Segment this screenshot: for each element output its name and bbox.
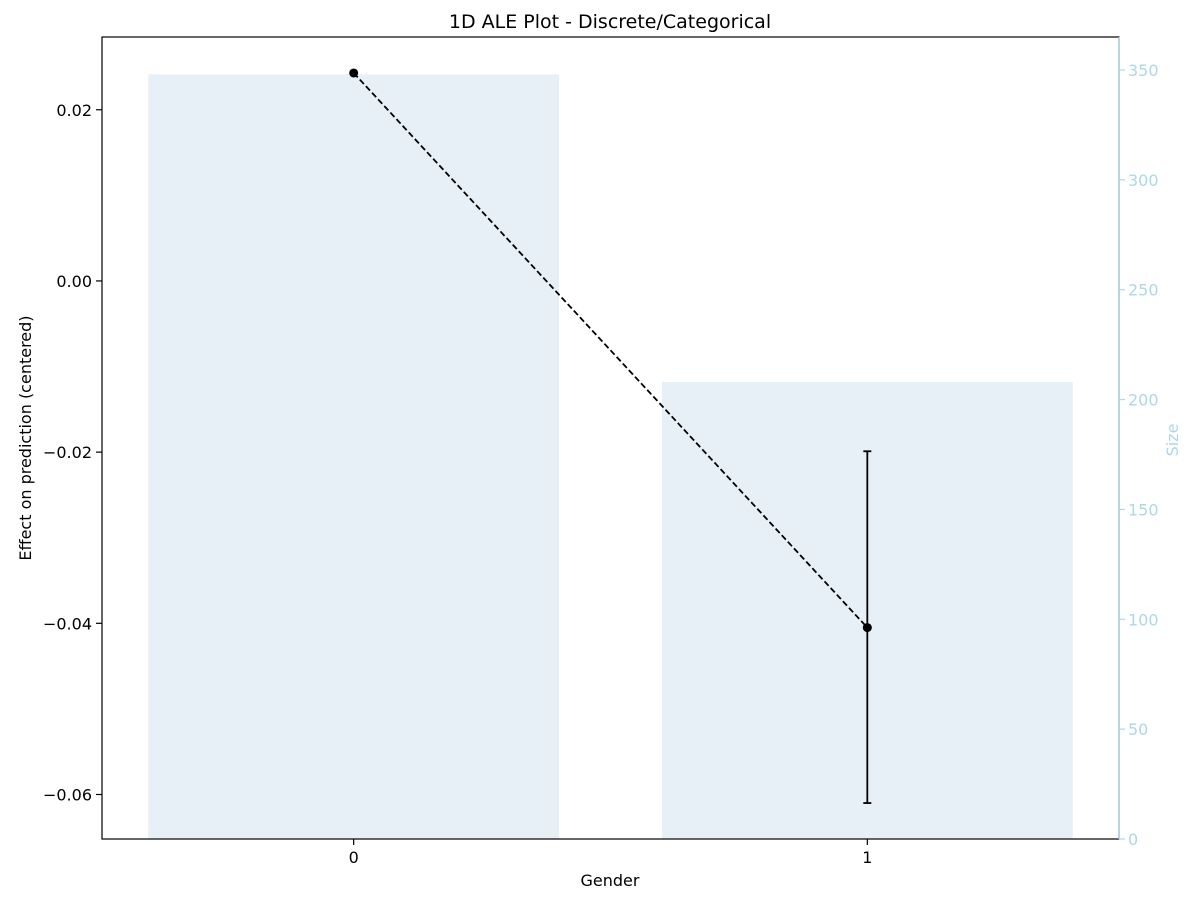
ale-point-0 [349,68,359,78]
right-tick-label: 300 [1128,171,1159,190]
x-tick-label: 1 [862,848,872,867]
left-tick-label: −0.06 [43,785,92,804]
y-axis-label: Effect on prediction (centered) [16,315,35,560]
left-tick-label: −0.04 [43,614,92,633]
right-tick-label: 0 [1128,830,1138,849]
ale-point-1 [862,623,872,633]
right-tick-label: 100 [1128,610,1159,629]
left-y-axis: 0.02 0.00 −0.02 −0.04 −0.06 [43,101,102,804]
ale-line-layer [349,68,872,804]
plot-frame [101,36,1120,840]
right-tick-label: 350 [1128,61,1159,80]
right-tick-label: 50 [1128,720,1148,739]
right-tick-label: 150 [1128,500,1159,519]
chart-title: 1D ALE Plot - Discrete/Categorical [449,11,771,33]
x-tick-label: 0 [349,848,359,867]
left-tick-label: −0.02 [43,443,92,462]
x-axis-label: Gender [581,871,640,890]
right-y-axis-label: Size [1163,424,1182,457]
size-bar-0 [148,74,560,840]
left-tick-label: 0.00 [56,272,92,291]
right-tick-label: 250 [1128,281,1159,300]
right-y-axis: 0 50 100 150 200 250 300 350 [1119,61,1159,849]
left-tick-label: 0.02 [56,101,92,120]
size-bars-layer [148,74,1073,840]
right-tick-label: 200 [1128,391,1159,410]
